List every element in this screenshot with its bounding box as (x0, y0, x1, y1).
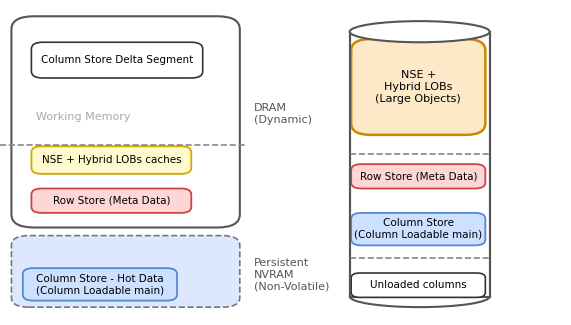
Text: Working Memory: Working Memory (35, 112, 130, 122)
FancyBboxPatch shape (351, 39, 485, 135)
Text: Column Store Delta Segment: Column Store Delta Segment (41, 55, 193, 65)
Text: Unloaded columns: Unloaded columns (370, 280, 467, 290)
Text: NSE +
Hybrid LOBs
(Large Objects): NSE + Hybrid LOBs (Large Objects) (375, 70, 461, 104)
FancyBboxPatch shape (23, 268, 177, 301)
FancyBboxPatch shape (351, 213, 485, 245)
Ellipse shape (349, 21, 490, 42)
Text: NSE + Hybrid LOBs caches: NSE + Hybrid LOBs caches (42, 155, 181, 165)
FancyBboxPatch shape (349, 32, 490, 296)
FancyBboxPatch shape (11, 236, 240, 307)
FancyBboxPatch shape (31, 146, 191, 174)
Text: Row Store (Meta Data): Row Store (Meta Data) (53, 196, 170, 206)
Text: Column Store - Hot Data
(Column Loadable main): Column Store - Hot Data (Column Loadable… (36, 274, 164, 295)
Text: Column Store
(Column Loadable main): Column Store (Column Loadable main) (354, 218, 482, 240)
FancyBboxPatch shape (31, 42, 203, 78)
Text: DRAM
(Dynamic): DRAM (Dynamic) (254, 103, 312, 124)
FancyBboxPatch shape (31, 188, 191, 213)
FancyBboxPatch shape (11, 16, 240, 227)
Text: Persistent
NVRAM
(Non-Volatile): Persistent NVRAM (Non-Volatile) (254, 258, 329, 291)
FancyBboxPatch shape (351, 164, 485, 188)
FancyBboxPatch shape (351, 273, 485, 297)
Text: Row Store (Meta Data): Row Store (Meta Data) (360, 171, 477, 181)
